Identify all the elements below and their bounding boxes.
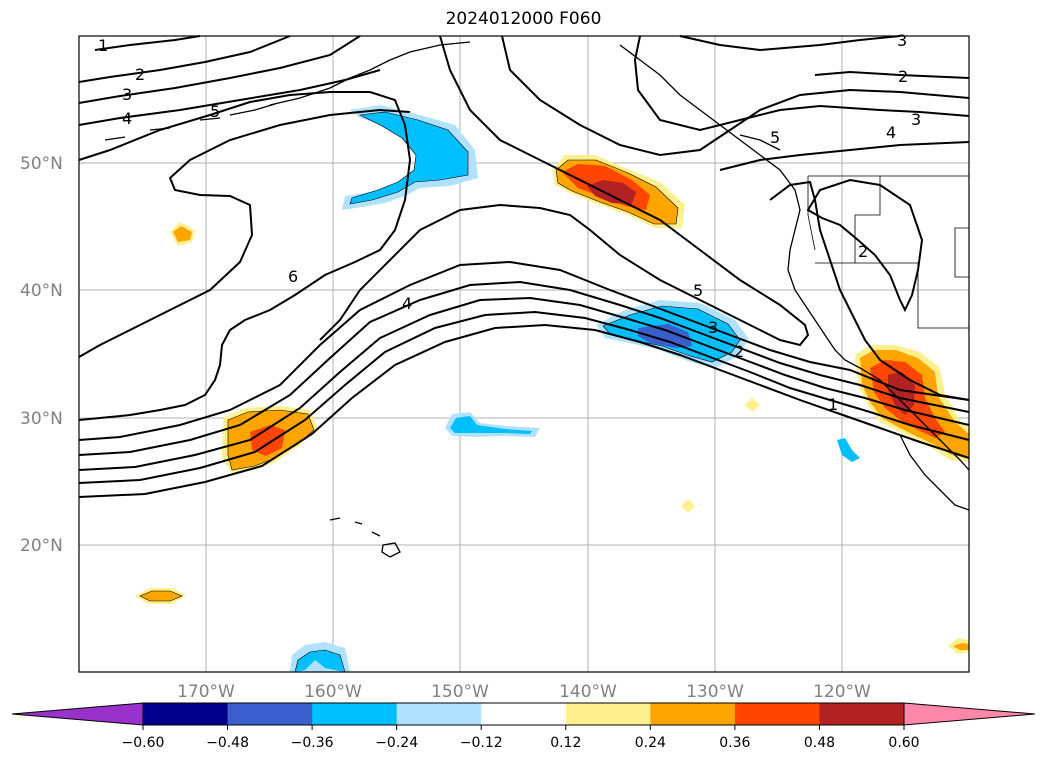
contour-label: 5 (693, 281, 703, 300)
colorbar-tick-label: 0.24 (635, 735, 666, 751)
lon-label: 160°W (304, 682, 362, 702)
contour-label: 1 (98, 36, 108, 55)
colorbar-swatch (396, 703, 482, 725)
colorbar-swatch (734, 703, 820, 725)
contour-label: 3 (897, 31, 907, 50)
colorbar-swatch (227, 703, 313, 725)
colorbar-tick-label: −0.36 (291, 735, 334, 751)
contour-label: 4 (402, 294, 412, 313)
contour-label: 2 (734, 342, 744, 361)
colorbar-tick-label: −0.24 (375, 735, 418, 751)
colorbar-swatch (143, 703, 229, 725)
contour-label: 2 (135, 65, 145, 84)
colorbar-swatch (312, 703, 398, 725)
contour-lines (78, 35, 970, 498)
latitude-labels: 50°N 40°N 30°N 20°N (20, 154, 63, 556)
contour-label: 3 (122, 85, 132, 104)
contour-label: 3 (708, 318, 718, 337)
contour-label: 3 (911, 110, 921, 129)
lat-label: 40°N (20, 281, 63, 301)
colorbar-tick-label: 0.36 (719, 735, 750, 751)
contour-label: 1 (828, 395, 838, 414)
colorbar-tick-label: −0.60 (122, 735, 165, 751)
contour-label: 4 (122, 109, 132, 128)
colorbar-frame (142, 702, 905, 726)
contour-label: 4 (886, 123, 896, 142)
lon-label: 170°W (177, 682, 235, 702)
map-frame (78, 35, 970, 673)
colorbar: −0.60 −0.48 −0.36 −0.24 −0.12 0.12 0.24 0.36 0.4… (11, 702, 1036, 751)
lon-label: 120°W (813, 682, 871, 702)
lat-label: 50°N (20, 154, 63, 174)
contour-label: 5 (770, 128, 780, 147)
colorbar-tick-label: −0.48 (206, 735, 249, 751)
coastlines (104, 41, 970, 558)
lon-label: 130°W (686, 682, 744, 702)
contour-label: 2 (898, 67, 908, 86)
positive-anomaly-areas (135, 155, 970, 654)
colorbar-swatch (565, 703, 651, 725)
colorbar-tick-label: −0.12 (460, 735, 503, 751)
lon-label: 150°W (431, 682, 489, 702)
colorbar-tick-label: 0.60 (888, 735, 919, 751)
colorbar-tick-label: 0.12 (550, 735, 581, 751)
map-panel: 1 2 3 4 5 6 4 5 3 2 1 5 4 3 2 3 2 (78, 31, 970, 673)
colorbar-extend-low (11, 702, 144, 726)
map-title: 2024012000 F060 (445, 9, 602, 29)
contour-label: 5 (210, 102, 220, 121)
contour-labels: 1 2 3 4 5 6 4 5 3 2 1 5 4 3 2 3 2 (98, 31, 921, 414)
lat-label: 30°N (20, 409, 63, 429)
contour-label: 2 (858, 242, 868, 261)
colorbar-swatch (819, 703, 905, 725)
negative-anomaly-areas (290, 105, 860, 672)
lat-label: 20°N (20, 536, 63, 556)
colorbar-swatch (481, 703, 567, 725)
contour-label: 6 (288, 267, 298, 286)
lon-label: 140°W (559, 682, 617, 702)
colorbar-tick-label: 0.48 (804, 735, 835, 751)
longitude-labels: 170°W 160°W 150°W 140°W 130°W 120°W (177, 682, 871, 702)
colorbar-extend-high (903, 702, 1036, 726)
colorbar-swatch (650, 703, 736, 725)
